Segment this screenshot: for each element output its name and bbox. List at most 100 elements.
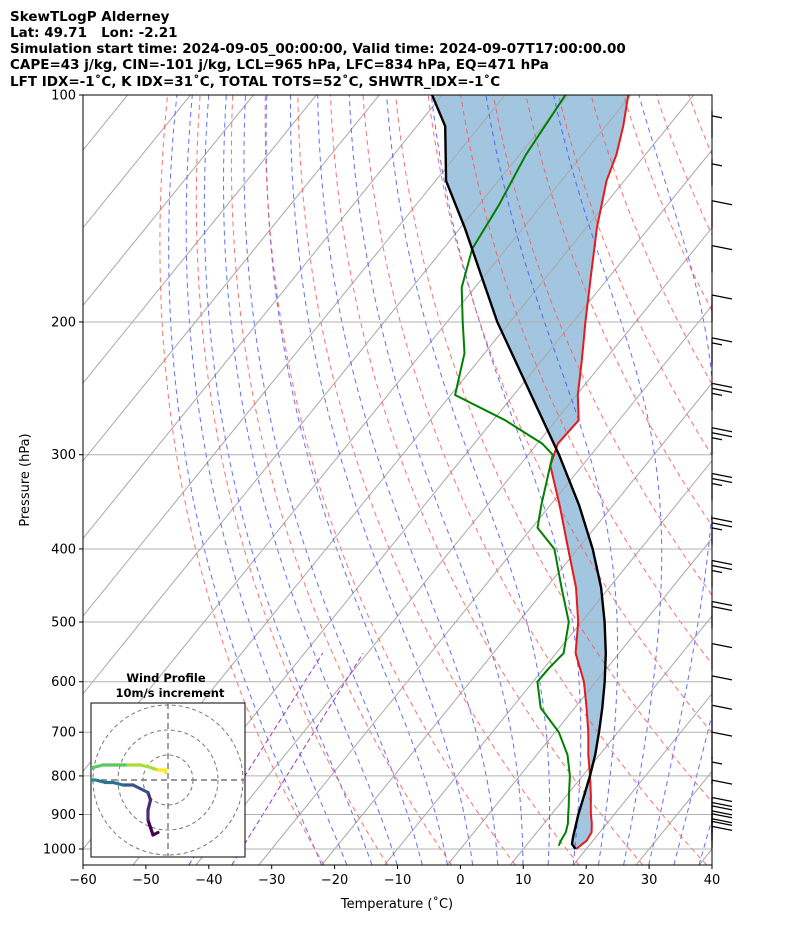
wind-barb-half — [711, 163, 723, 167]
isotherm-line — [195, 226, 712, 865]
wind-barb-full — [711, 559, 733, 566]
wind-barb-full — [711, 805, 733, 811]
moist-adiabat-line — [430, 95, 582, 865]
hodograph-segment — [111, 780, 125, 787]
moist-adiabat-line — [168, 95, 323, 865]
dewpoint-line — [454, 95, 571, 847]
moist-adiabat-line — [698, 817, 712, 865]
dry-adiabat-line — [395, 95, 712, 803]
hodograph-title: Wind Profile — [126, 671, 206, 685]
y-tick-label: 700 — [51, 726, 76, 741]
moist-adiabat-line — [386, 95, 551, 865]
isotherm-line — [83, 95, 191, 229]
wind-barb — [711, 158, 723, 186]
x-tick-label: 10 — [515, 873, 532, 888]
wind-barb-full — [711, 337, 733, 343]
dry-adiabat-line — [787, 95, 794, 865]
y-tick-label: 600 — [51, 675, 76, 690]
moist-adiabat-line — [638, 95, 712, 865]
y-tick-label: 900 — [51, 808, 76, 823]
hodograph-segment — [78, 773, 86, 776]
y-tick-label: 1000 — [43, 843, 76, 858]
title-line-5: LFT IDX=-1˚C, K IDX=31˚C, TOTAL TOTS=52˚… — [10, 73, 500, 90]
x-tick-label: −60 — [69, 873, 96, 888]
hodograph-rings — [91, 703, 245, 857]
moist-adiabat-line — [185, 95, 348, 865]
x-axis-label: Temperature (˚C) — [340, 896, 453, 912]
isotherm-line — [510, 615, 712, 865]
isotherm-line — [698, 848, 712, 865]
hodograph-inset: Wind Profile 10m/s increment — [78, 671, 246, 858]
wind-barb-full — [711, 427, 733, 433]
wind-barb — [711, 559, 733, 588]
wind-barb-full — [711, 642, 733, 649]
title-line-3: Simulation start time: 2024-09-05_00:00:… — [10, 41, 626, 57]
x-tick-label: 40 — [704, 873, 721, 888]
wind-barb-half — [711, 569, 723, 574]
hodograph-segment — [131, 783, 145, 792]
isotherm-line — [384, 459, 712, 865]
wind-barb — [711, 244, 733, 273]
wind-barb-half — [711, 115, 723, 119]
dry-adiabat-line — [427, 95, 712, 734]
wind-barb-full — [711, 779, 733, 785]
dry-adiabats — [159, 95, 794, 865]
hodograph-segment — [91, 763, 105, 770]
y-tick-label: 500 — [51, 616, 76, 631]
isotherm-line — [635, 770, 712, 865]
isotherm-line — [83, 95, 317, 384]
hodograph-trace — [78, 763, 168, 837]
dry-adiabat-line — [525, 95, 712, 527]
moist-adiabat-line — [317, 95, 499, 865]
moist-adiabat-line — [348, 95, 524, 865]
cape-cin-fill — [432, 95, 629, 849]
wind-barb-full — [711, 675, 733, 681]
dry-adiabat-line — [688, 95, 712, 157]
wind-barb-full — [711, 244, 733, 251]
moist-adiabat-line — [290, 95, 474, 865]
wind-barb-full — [711, 200, 733, 206]
wind-barb-full — [711, 294, 733, 300]
wind-barb-full — [711, 522, 733, 528]
wind-barb-full — [711, 600, 733, 607]
wind-barb-full — [711, 517, 733, 523]
x-tick-label: −50 — [132, 873, 159, 888]
hodograph-subtitle: 10m/s increment — [116, 686, 225, 700]
wind-barb-full — [711, 731, 733, 737]
x-axis-ticks: −60 −50 −40 −30 −20 −10 0 10 20 30 40 — [69, 865, 720, 888]
moist-adiabat-line — [203, 95, 373, 865]
wind-barb — [711, 472, 733, 501]
wind-barb-half — [711, 392, 723, 397]
dry-adiabat-line — [159, 95, 325, 865]
hodograph-ring — [117, 729, 219, 831]
title-line-1: SkewTLogP Alderney — [10, 9, 170, 25]
wind-barb-full — [711, 382, 733, 389]
wind-barb-full — [711, 825, 733, 831]
moist-adiabat-line — [243, 95, 423, 865]
wind-barb-full — [711, 801, 733, 808]
isotherm-line — [83, 95, 380, 462]
dry-adiabat-line — [623, 95, 712, 312]
x-tick-label: −40 — [195, 873, 222, 888]
title-line-2: Lat: 49.71 Lon: -2.21 — [10, 25, 178, 41]
isotherm-line — [572, 692, 712, 865]
dry-adiabat-line — [230, 95, 452, 865]
moist-adiabat-line — [222, 95, 398, 865]
wind-barb-full — [711, 796, 733, 803]
dry-adiabat-line — [297, 95, 580, 865]
y-tick-label: 300 — [51, 448, 76, 463]
isotherm-line — [83, 95, 506, 617]
moist-adiabat-line — [673, 712, 712, 865]
dry-adiabat-line — [590, 95, 712, 385]
wind-barb-full — [711, 818, 733, 824]
wind-barb — [711, 427, 733, 455]
chart-title: SkewTLogP Alderney Lat: 49.71 Lon: -2.21… — [10, 9, 626, 90]
wind-barb — [711, 642, 733, 671]
title-line-4: CAPE=43 j/kg, CIN=-101 j/kg, LCL=965 hPa… — [10, 57, 549, 73]
wind-barb-full — [711, 477, 733, 484]
y-tick-label: 100 — [51, 89, 76, 104]
wind-barb — [711, 731, 733, 760]
wind-barb-full — [711, 387, 733, 394]
isotherm-line — [321, 382, 712, 865]
